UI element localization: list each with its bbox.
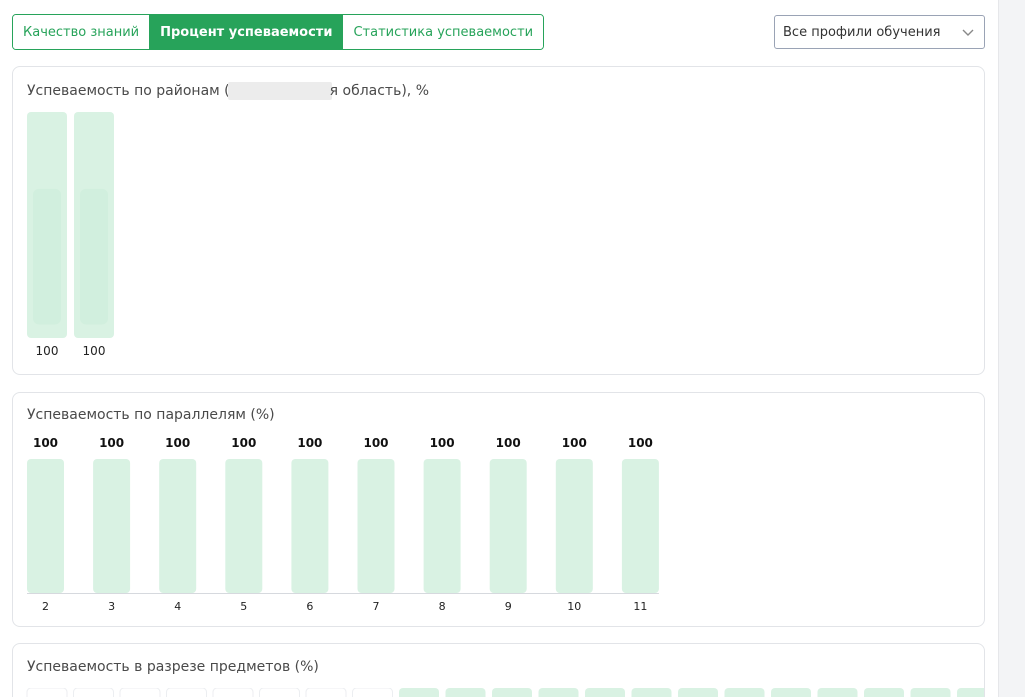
districts-card: Успеваемость по районам ( я область), % 1… — [12, 66, 985, 375]
parallel-value-label: 100 — [33, 436, 58, 450]
district-value-label: 100 — [36, 344, 59, 358]
parallel-bar — [291, 459, 329, 593]
profile-select-value: Все профили обучения — [783, 24, 941, 40]
subjects-card: Успеваемость в разрезе предметов (%) — [12, 643, 985, 697]
subject-bar — [352, 688, 393, 697]
subject-bar — [864, 688, 904, 697]
parallel-bar — [621, 459, 659, 593]
subject-bar — [445, 688, 486, 697]
parallel-bar — [555, 459, 593, 593]
subject-bar — [631, 688, 672, 697]
scrollbar-track[interactable] — [998, 0, 1025, 697]
parallel-value-label: 100 — [297, 436, 322, 450]
subject-bar — [585, 688, 625, 697]
parallel-value-label: 100 — [496, 436, 521, 450]
parallel-value-label: 100 — [99, 436, 124, 450]
parallels-card-title: Успеваемость по параллелям (%) — [27, 407, 275, 423]
parallel-category-label: 5 — [240, 600, 247, 613]
districts-title-prefix: Успеваемость по районам ( — [27, 83, 230, 99]
parallel-category-label: 4 — [174, 600, 181, 613]
parallel-category-label: 7 — [373, 600, 380, 613]
subjects-card-title: Успеваемость в разрезе предметов (%) — [27, 659, 319, 675]
parallel-bar — [27, 459, 64, 593]
subject-bar — [119, 688, 161, 697]
parallel-category-label: 3 — [108, 600, 115, 613]
parallel-value-label: 100 — [165, 436, 190, 450]
subject-bar — [957, 688, 984, 697]
parallel-value-label: 100 — [430, 436, 455, 450]
parallel-category-label: 9 — [505, 600, 512, 613]
parallel-category-label: 6 — [306, 600, 313, 613]
subject-bar — [399, 688, 439, 697]
district-bar-label-blurred — [80, 188, 108, 325]
subject-bar — [212, 688, 254, 697]
district-value-label: 100 — [83, 344, 106, 358]
chevron-down-icon — [962, 29, 974, 36]
subject-bar — [678, 688, 718, 697]
subject-bar — [910, 688, 951, 697]
tab-knowledge-quality[interactable]: Качество знаний — [13, 15, 150, 49]
parallel-category-label: 11 — [633, 600, 647, 613]
parallel-value-label: 100 — [562, 436, 587, 450]
tab-success-statistics[interactable]: Статистика успеваемости — [342, 15, 544, 49]
tab-success-rate[interactable]: Процент успеваемости — [149, 15, 343, 49]
subject-bar — [492, 688, 532, 697]
parallel-category-label: 10 — [567, 600, 581, 613]
subject-bar — [538, 688, 579, 697]
parallel-value-label: 100 — [628, 436, 653, 450]
parallels-chart: 100 2 100 3 100 4 100 5 100 6 100 7 100 8 100 9 100 10 100… — [27, 436, 659, 613]
subject-bar — [26, 688, 68, 697]
subject-bar — [259, 688, 300, 697]
profile-select[interactable]: Все профили обучения — [774, 15, 985, 49]
parallel-bar — [357, 459, 395, 593]
districts-chart: 100 100 — [27, 112, 114, 358]
parallel-value-label: 100 — [363, 436, 388, 450]
subjects-chart — [26, 688, 984, 697]
parallel-bar — [423, 459, 461, 593]
parallel-bar — [159, 459, 197, 593]
parallel-value-label: 100 — [231, 436, 256, 450]
parallel-bar — [225, 459, 263, 593]
subject-bar — [724, 688, 765, 697]
subject-bar — [305, 688, 347, 697]
subject-bar — [771, 688, 811, 697]
parallel-bar — [489, 459, 527, 593]
parallels-card: Успеваемость по параллелям (%) 100 2 100 3 1… — [12, 392, 985, 627]
districts-card-title: Успеваемость по районам ( я область), % — [27, 82, 429, 100]
subject-bar — [73, 688, 114, 697]
subject-bar — [817, 688, 858, 697]
district-bar-label-blurred — [33, 188, 61, 325]
parallel-category-label: 8 — [439, 600, 446, 613]
districts-title-suffix: я область), % — [329, 83, 429, 99]
tab-group: Качество знаний Процент успеваемости Ста… — [12, 14, 545, 50]
parallel-bar — [93, 459, 131, 593]
redacted-region — [227, 82, 332, 100]
subject-bar — [166, 688, 207, 697]
parallel-category-label: 2 — [42, 600, 49, 613]
